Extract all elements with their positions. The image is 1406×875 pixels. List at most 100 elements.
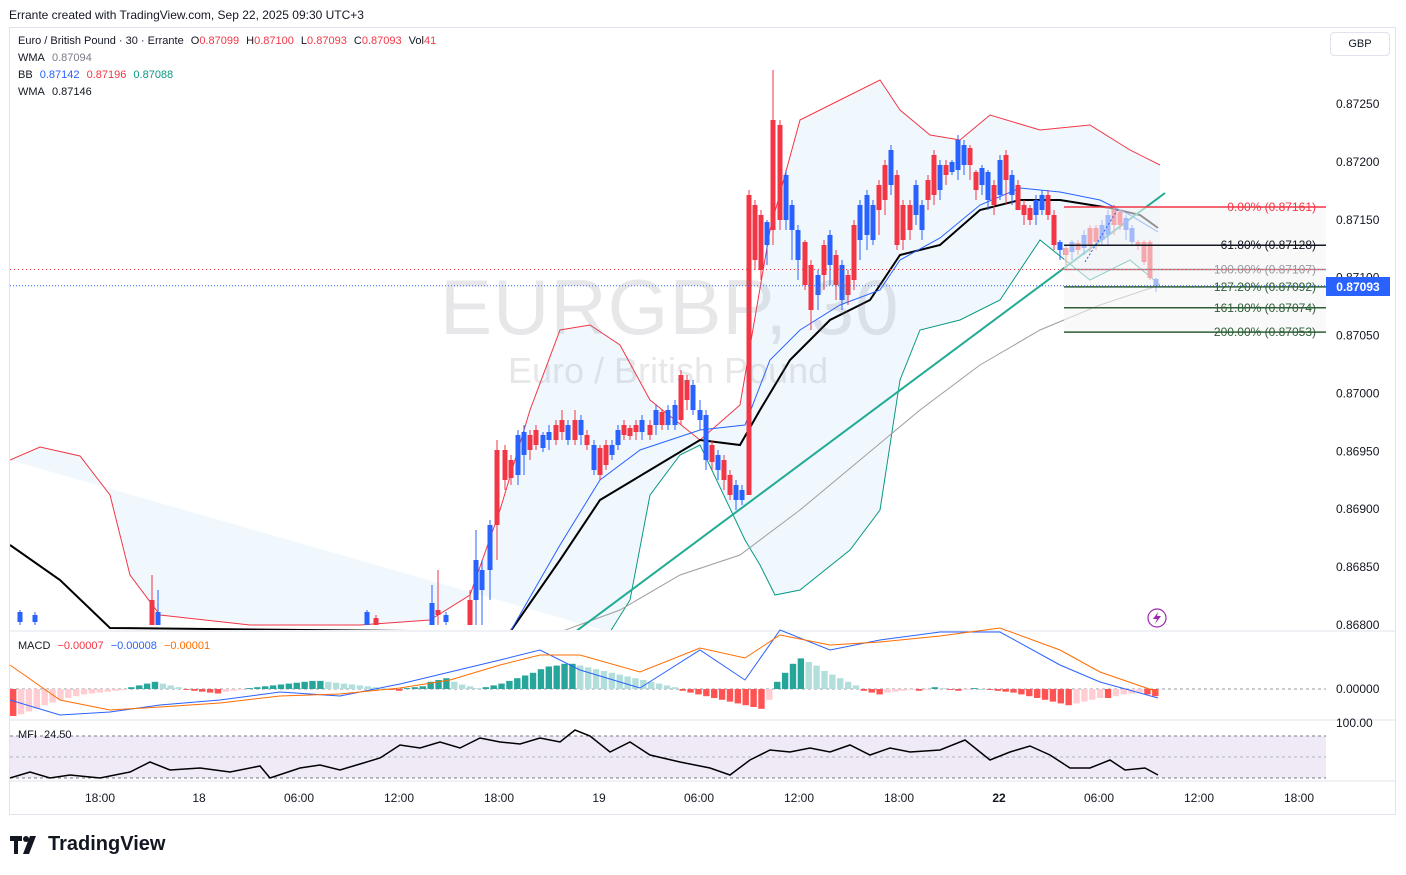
macd-histogram-bar: [372, 687, 379, 689]
wma1-value: 0.87094: [51, 52, 92, 64]
macd-histogram-bar: [167, 685, 174, 689]
candle-body: [665, 410, 671, 425]
candle-body: [851, 225, 857, 280]
candle-body: [584, 435, 590, 445]
candle-body: [627, 428, 633, 436]
macd-histogram-bar: [65, 689, 72, 698]
macd-histogram-bar: [269, 685, 277, 689]
candle-body: [979, 168, 985, 185]
candle-body: [1003, 155, 1009, 180]
fib-level-label: 61.80% (0.87128): [1221, 238, 1316, 252]
tradingview-logo-icon: [10, 835, 36, 854]
macd-histogram-bar: [695, 689, 702, 695]
macd-histogram-bar: [293, 682, 300, 689]
macd-histogram-bar: [301, 681, 308, 689]
candle-body: [955, 140, 961, 170]
candle-body: [639, 420, 645, 432]
macd-histogram-bar: [112, 689, 119, 691]
macd-histogram-bar: [624, 676, 631, 689]
candle-body: [985, 172, 991, 200]
macd-histogram-bar: [238, 689, 245, 690]
macd-histogram-bar: [403, 688, 411, 689]
candle-body: [991, 185, 997, 205]
candle-body: [777, 125, 783, 220]
candle-body: [373, 618, 379, 625]
macd-histogram-bar: [608, 672, 616, 689]
macd-histogram-bar: [419, 686, 426, 689]
candle-body: [925, 180, 931, 200]
x-axis-tick: 06:00: [284, 791, 314, 805]
macd-histogram-bar: [435, 680, 442, 689]
candle-body: [1051, 215, 1057, 245]
macd-histogram-bar: [128, 687, 135, 689]
macd-histogram-bar: [726, 689, 734, 702]
macd-histogram-bar: [978, 689, 986, 690]
macd-histogram-bar: [1136, 689, 1143, 693]
wma-legend-2[interactable]: WMA 0.87146: [18, 86, 96, 98]
main-pane: [10, 70, 1166, 630]
open-value: 0.87099: [199, 35, 240, 47]
macd-line: [9, 629, 1159, 716]
macd-legend[interactable]: MACD −0.00007 −0.00008 −0.00001: [18, 640, 214, 652]
candle-body: [949, 162, 955, 172]
candle-body: [17, 612, 23, 622]
open-label: O: [190, 35, 200, 47]
macd-histogram-bar: [1112, 689, 1120, 697]
candle-body: [684, 380, 690, 400]
candle-body: [795, 230, 801, 260]
event-lightning-icon: [1147, 608, 1167, 628]
x-axis-tick: 18:00: [884, 791, 914, 805]
macd-histogram-bar: [781, 672, 789, 689]
macd-histogram-bar: [120, 689, 127, 690]
macd-histogram-bar: [805, 662, 812, 689]
x-axis-tick: 18:00: [85, 791, 115, 805]
candle-body: [494, 450, 500, 525]
macd-histogram-bar: [994, 689, 1001, 691]
macd-histogram-bar: [789, 663, 797, 689]
macd-histogram-bar: [88, 689, 96, 694]
macd-histogram-bar: [931, 687, 938, 689]
candle-body: [703, 415, 709, 460]
candle-body: [546, 432, 552, 440]
candle-body: [467, 600, 473, 625]
macd-histogram-bar: [852, 685, 860, 689]
macd-histogram-bar: [955, 689, 962, 691]
candle-body: [1009, 175, 1015, 195]
macd-histogram-bar: [395, 689, 403, 691]
macd-histogram-bar: [348, 684, 356, 689]
macd-histogram-bar: [986, 689, 994, 690]
macd-histogram-bar: [844, 681, 852, 689]
macd-histogram-bar: [1041, 689, 1049, 700]
fib-level-label: 100.00% (0.87107): [1214, 263, 1316, 277]
bb-legend[interactable]: BB 0.87142 0.87196 0.87088: [18, 69, 177, 81]
mfi-legend[interactable]: MFI 24.50: [18, 729, 76, 741]
currency-button[interactable]: GBP: [1330, 32, 1390, 56]
macd-histogram-bar: [561, 663, 568, 689]
macd-hist-value: −0.00007: [57, 640, 104, 652]
candle-body: [967, 148, 973, 165]
candle-body: [752, 205, 758, 260]
symbol-legend[interactable]: Euro / British Pound · 30 · Errante O0.8…: [18, 35, 440, 47]
candle-body: [783, 175, 789, 220]
candle-body: [739, 490, 745, 500]
macd-histogram-bar: [262, 686, 269, 689]
macd-histogram-bar: [10, 689, 17, 716]
tradingview-logo[interactable]: TradingView: [10, 833, 165, 856]
close-value: 0.87093: [361, 35, 402, 47]
macd-histogram-bar: [884, 689, 891, 693]
macd-histogram-bar: [900, 689, 907, 691]
wma-legend-1[interactable]: WMA 0.87094: [18, 52, 96, 64]
macd-histogram-bar: [892, 689, 899, 692]
macd-histogram-bar: [797, 658, 805, 689]
macd-histogram-bar: [41, 689, 48, 706]
candle-body: [997, 160, 1003, 195]
x-axis-tick: 18:00: [484, 791, 514, 805]
macd-histogram-bar: [1033, 689, 1041, 698]
macd-histogram-bar: [1144, 689, 1151, 695]
macd-histogram-bar: [766, 689, 773, 700]
macd-histogram-bar: [687, 689, 694, 693]
macd-histogram-bar: [443, 678, 450, 689]
macd-histogram-bar: [506, 680, 513, 689]
candle-body: [857, 205, 863, 240]
